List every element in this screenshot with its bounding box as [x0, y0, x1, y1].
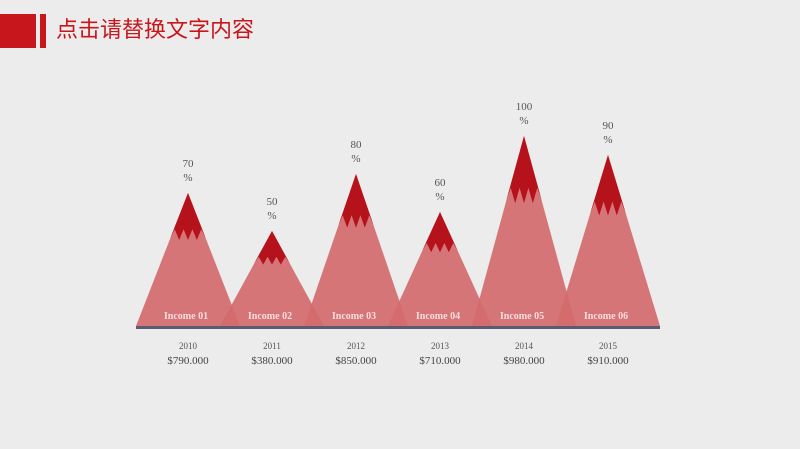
category-label: Income 02	[248, 311, 292, 322]
value-label: 50	[267, 196, 279, 208]
chart-baseline	[136, 326, 660, 329]
amount-label: $710.000	[419, 355, 461, 367]
year-label: 2012	[347, 341, 365, 351]
mountain-peak	[254, 231, 290, 265]
value-label: 90	[603, 120, 615, 132]
value-label: 80	[351, 139, 363, 151]
mountain-peak	[506, 136, 542, 204]
value-label-unit: %	[267, 210, 276, 222]
year-label: 2010	[179, 341, 198, 351]
mountain-body	[556, 155, 660, 326]
amount-label: $850.000	[335, 355, 377, 367]
mountain-peak	[590, 155, 626, 216]
value-label-unit: %	[603, 134, 612, 146]
amount-label: $910.000	[587, 355, 629, 367]
category-label: Income 03	[332, 311, 376, 322]
value-label-unit: %	[183, 172, 192, 184]
title-accent-block	[0, 14, 36, 48]
year-label: 2015	[599, 341, 618, 351]
value-label: 100	[516, 101, 533, 113]
mountain-body	[388, 212, 492, 326]
category-label: Income 06	[584, 311, 628, 322]
year-label: 2014	[515, 341, 534, 351]
year-label: 2013	[431, 341, 450, 351]
value-label-unit: %	[351, 153, 360, 165]
amount-label: $790.000	[167, 355, 209, 367]
mountain-body	[220, 231, 324, 326]
category-label: Income 05	[500, 311, 544, 322]
value-label-unit: %	[519, 115, 528, 127]
mountain-peak	[338, 174, 374, 228]
amount-label: $380.000	[251, 355, 293, 367]
page-title: 点击请替换文字内容	[56, 18, 255, 43]
value-label: 70	[183, 158, 195, 170]
mountain-peak	[170, 193, 206, 240]
amount-label: $980.000	[503, 355, 545, 367]
mountain-body	[304, 174, 408, 326]
year-label: 2011	[263, 341, 281, 351]
category-label: Income 01	[164, 311, 208, 322]
mountain-body	[136, 193, 240, 326]
mountain-body	[472, 136, 576, 326]
value-label: 60	[435, 177, 447, 189]
category-label: Income 04	[416, 311, 460, 322]
value-label-unit: %	[435, 191, 444, 203]
title-accent-bar	[40, 14, 46, 48]
mountain-peak	[422, 212, 458, 253]
